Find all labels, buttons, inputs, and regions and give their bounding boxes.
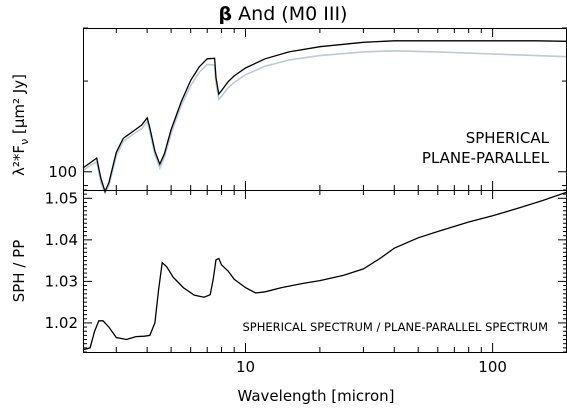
bottom-y-axis-label: SPH / PP <box>10 240 28 303</box>
top-y-tick-label: 100 <box>48 163 77 181</box>
ratio-series-line <box>82 191 567 351</box>
bottom-panel: 1.02 1.03 1.04 1.05 10 100 SPH / PP Waveleng… <box>10 189 567 405</box>
bottom-axis-ticks <box>83 189 567 353</box>
top-panel: 100 λ²*Fν [μm² Jy] SPHERICAL PLANE-PARAL… <box>10 27 567 195</box>
ylabel-units: [μm² Jy] <box>10 74 28 139</box>
ylabel-main: λ²*F <box>10 145 28 176</box>
bottom-y-tick-label: 1.03 <box>45 272 78 290</box>
bottom-y-tick-labels: 1.02 1.03 1.04 1.05 <box>45 189 78 332</box>
top-axis-ticks <box>83 27 567 190</box>
spherical-series-line <box>82 40 567 194</box>
title-symbol: β <box>219 3 233 25</box>
legend-entry-plane-parallel: PLANE-PARALLEL <box>422 149 550 167</box>
legend-entry-spherical: SPHERICAL <box>466 129 550 147</box>
ratio-annotation: SPHERICAL SPECTRUM / PLANE-PARALLEL SPEC… <box>242 320 548 334</box>
bottom-plot-area <box>82 191 567 351</box>
ylabel-subscript: ν <box>18 139 31 145</box>
bottom-x-tick-labels: 10 100 <box>236 358 507 376</box>
bottom-y-tick-label: 1.02 <box>45 314 78 332</box>
x-tick-label: 10 <box>236 358 255 376</box>
title-rest: And (M0 III) <box>232 3 347 25</box>
bottom-y-tick-label: 1.05 <box>45 189 78 207</box>
chart-title: β And (M0 III) <box>219 3 348 25</box>
top-plot-area <box>82 40 567 195</box>
x-axis-label: Wavelength [micron] <box>237 387 394 405</box>
top-y-axis-label: λ²*Fν [μm² Jy] <box>10 74 31 176</box>
bottom-y-tick-label: 1.04 <box>45 231 78 249</box>
x-tick-label: 100 <box>478 358 507 376</box>
plane-parallel-series-line <box>82 49 567 195</box>
